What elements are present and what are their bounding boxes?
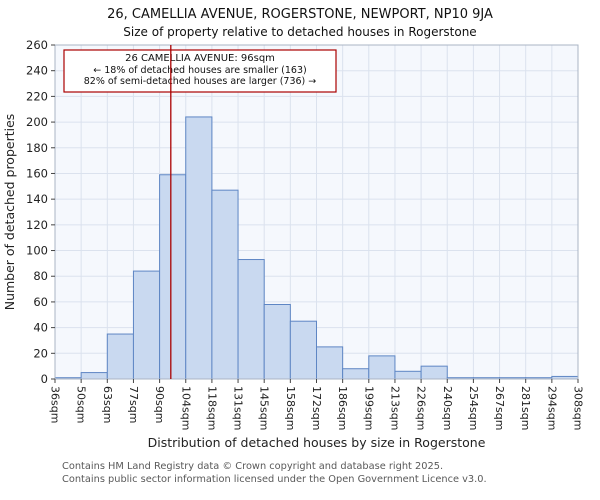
histogram-bar [316, 346, 344, 380]
y-axis-tick-label: 260 [26, 39, 48, 52]
y-axis-tick-label: 160 [26, 166, 48, 180]
x-axis-tick-label: 158sqm [284, 386, 297, 430]
x-axis-tick-label: 294sqm [545, 386, 558, 430]
histogram-bar [368, 355, 396, 380]
x-axis-tick-label: 254sqm [467, 386, 480, 430]
chart-subtitle: Size of property relative to detached ho… [123, 25, 477, 39]
x-axis-tick-label: 267sqm [493, 386, 506, 430]
histogram-bar [289, 320, 318, 380]
histogram-bar [342, 368, 370, 380]
annotation-line-1: 26 CAMELLIA AVENUE: 96sqm [125, 53, 275, 64]
histogram-bar [211, 189, 239, 380]
x-axis-tick-label: 213sqm [388, 386, 401, 430]
y-axis-tick-label: 0 [41, 372, 48, 386]
y-axis-tick-label: 200 [26, 115, 48, 129]
histogram-bar [263, 303, 291, 380]
annotation-line-2: ← 18% of detached houses are smaller (16… [93, 65, 306, 76]
x-axis-tick-label: 36sqm [49, 386, 62, 423]
x-axis-title: Distribution of detached houses by size … [148, 435, 486, 450]
histogram-bar [159, 174, 187, 380]
x-axis-tick-label: 50sqm [75, 386, 88, 423]
x-axis-tick-label: 145sqm [258, 386, 271, 430]
x-axis-tick-label: 281sqm [519, 386, 532, 430]
histogram-bar [132, 270, 161, 380]
annotation-line-3: 82% of semi-detached houses are larger (… [84, 76, 317, 87]
x-axis-tick-label: 240sqm [441, 386, 454, 430]
y-axis-tick-label: 20 [33, 346, 48, 360]
x-axis-tick-label: 226sqm [415, 386, 428, 430]
x-axis-tick-label: 118sqm [205, 386, 218, 430]
histogram-bar [185, 116, 213, 380]
annotation-box [63, 49, 337, 93]
y-axis-tick-label: 80 [33, 269, 48, 283]
y-axis-tick-label: 140 [26, 192, 48, 206]
histogram-bar [420, 365, 448, 380]
y-axis-tick-label: 240 [26, 64, 48, 78]
y-axis-title: Number of detached properties [2, 114, 17, 311]
histogram-bar [106, 333, 134, 380]
y-axis-tick-label: 180 [26, 141, 48, 155]
y-axis-tick-label: 40 [33, 321, 48, 335]
footer-attribution-line: Contains HM Land Registry data © Crown c… [62, 461, 444, 472]
x-axis-tick-label: 90sqm [153, 386, 166, 423]
y-axis-tick-label: 220 [26, 89, 48, 103]
histogram-bar [237, 259, 265, 380]
axes-layer: 0 20 40 60 80 100 120 140 160 180 200 220 240 260 36sq… [26, 39, 584, 430]
histogram-chart: 0 20 40 60 80 100 120 140 160 180 200 220 240 260 36sq… [2, 39, 585, 450]
bars-layer [54, 116, 579, 380]
x-axis-tick-label: 199sqm [362, 386, 375, 430]
histogram-bar [80, 372, 108, 380]
chart-title: 26, CAMELLIA AVENUE, ROGERSTONE, NEWPORT… [107, 7, 493, 22]
y-axis-tick-label: 100 [26, 244, 48, 258]
x-axis-tick-label: 308sqm [572, 386, 585, 430]
footer: Contains HM Land Registry data © Crown c… [0, 461, 600, 486]
x-axis-tick-label: 77sqm [127, 386, 140, 423]
x-axis-tick-label: 63sqm [101, 386, 114, 423]
histogram-bar [394, 370, 422, 380]
x-axis-tick-label: 172sqm [310, 386, 323, 430]
y-axis-tick-label: 60 [33, 295, 48, 309]
x-axis-tick-label: 104sqm [179, 386, 192, 430]
x-axis-tick-label: 131sqm [232, 386, 245, 430]
y-axis-tick-label: 120 [26, 218, 48, 232]
footer-licence-line: Contains public sector information licen… [62, 473, 487, 485]
x-axis-tick-label: 186sqm [336, 386, 349, 430]
